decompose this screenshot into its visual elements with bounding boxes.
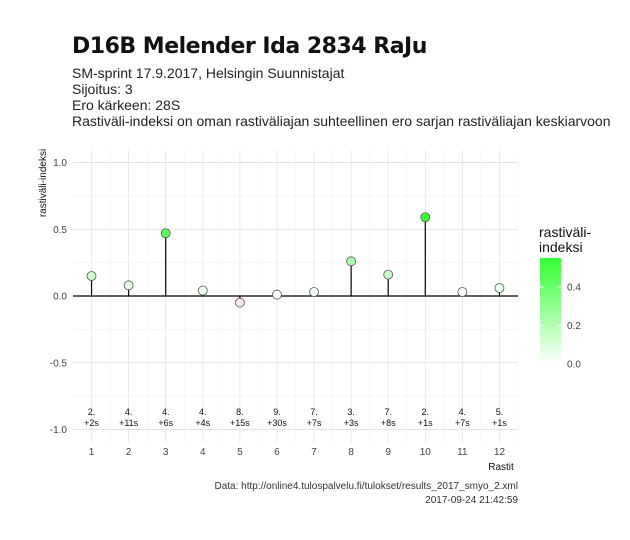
rank-label: 4. bbox=[125, 407, 133, 417]
y-axis-ticks: -1.0 -0.5 0.0 0.5 1.0 bbox=[50, 158, 68, 436]
data-source: Data: http://online4.tulospalvelu.fi/tul… bbox=[214, 481, 518, 492]
x-tick-label: 1 bbox=[89, 447, 95, 458]
y-tick-label: 0.5 bbox=[53, 225, 67, 236]
data-point bbox=[160, 228, 171, 239]
color-legend: rastiväli- indeksi 0.0 0.2 0.4 bbox=[539, 224, 591, 371]
rank-annotations: 2.+2s4.+11s4.+6s4.+4s8.+15s9.+30s7.+7s3.… bbox=[84, 407, 507, 428]
y-tick-label: 1.0 bbox=[53, 158, 67, 169]
rank-label: 7. bbox=[310, 407, 318, 417]
x-tick-label: 11 bbox=[457, 447, 468, 458]
y-axis-title: rastiväli-indeksi bbox=[38, 149, 49, 217]
diff-label: +4s bbox=[195, 418, 210, 428]
data-points bbox=[86, 212, 505, 308]
legend-tick-label: 0.4 bbox=[567, 282, 581, 293]
x-tick-label: 6 bbox=[274, 447, 280, 458]
legend-color-bar bbox=[540, 258, 561, 364]
x-tick-label: 4 bbox=[200, 447, 206, 458]
diff-label: +7s bbox=[307, 418, 322, 428]
data-point bbox=[197, 285, 208, 296]
subtitle-event: SM-sprint 17.9.2017, Helsingin Suunnista… bbox=[72, 65, 345, 81]
data-point bbox=[383, 269, 394, 280]
x-tick-label: 3 bbox=[163, 447, 169, 458]
x-tick-label: 8 bbox=[348, 447, 354, 458]
rank-label: 4. bbox=[459, 407, 467, 417]
chart-title: D16B Melender Ida 2834 RaJu bbox=[72, 34, 427, 59]
data-point bbox=[123, 280, 134, 291]
rank-label: 4. bbox=[162, 407, 170, 417]
subtitle-gap: Ero kärkeen: 28S bbox=[72, 97, 181, 113]
x-tick-label: 9 bbox=[385, 447, 391, 458]
data-point bbox=[494, 283, 505, 293]
rank-label: 9. bbox=[273, 407, 281, 417]
rank-label: 4. bbox=[199, 407, 207, 417]
x-tick-label: 12 bbox=[494, 447, 506, 458]
data-point bbox=[86, 271, 97, 281]
x-tick-label: 10 bbox=[420, 447, 432, 458]
diff-label: +3s bbox=[344, 418, 359, 428]
x-tick-label: 7 bbox=[311, 447, 317, 458]
legend-title-line1: rastiväli- bbox=[539, 224, 591, 240]
diff-label: +7s bbox=[455, 418, 470, 428]
rank-label: 3. bbox=[347, 407, 355, 417]
subtitle-rank: Sijoitus: 3 bbox=[72, 81, 133, 97]
rank-label: 5. bbox=[496, 407, 504, 417]
rank-label: 2. bbox=[88, 407, 96, 417]
diff-label: +8s bbox=[381, 418, 396, 428]
x-axis-ticks: 1 2 3 4 5 6 7 8 9 10 11 12 bbox=[89, 447, 506, 458]
x-tick-label: 5 bbox=[237, 447, 243, 458]
legend-title-line2: indeksi bbox=[539, 239, 583, 255]
rank-label: 7. bbox=[384, 407, 392, 417]
legend-tick-label: 0.2 bbox=[567, 321, 581, 332]
diff-label: +6s bbox=[158, 418, 173, 428]
diff-label: +1s bbox=[492, 418, 507, 428]
data-point bbox=[346, 256, 357, 267]
y-tick-label: -1.0 bbox=[50, 425, 68, 436]
y-tick-label: 0.0 bbox=[53, 292, 67, 303]
diff-label: +11s bbox=[119, 418, 139, 428]
y-tick-label: -0.5 bbox=[50, 358, 68, 369]
data-point bbox=[272, 289, 282, 300]
rank-label: 8. bbox=[236, 407, 244, 417]
data-point bbox=[420, 212, 431, 223]
data-point bbox=[457, 287, 468, 297]
legend-tick-label: 0.0 bbox=[567, 360, 581, 371]
timestamp: 2017-09-24 21:42:59 bbox=[425, 495, 518, 506]
data-point bbox=[234, 297, 245, 308]
diff-label: +15s bbox=[230, 418, 250, 428]
rank-label: 2. bbox=[422, 407, 430, 417]
diff-label: +1s bbox=[418, 418, 433, 428]
data-point bbox=[309, 287, 319, 297]
diff-label: +2s bbox=[84, 418, 99, 428]
diff-label: +30s bbox=[267, 418, 287, 428]
x-axis-title: Rastit bbox=[488, 462, 514, 473]
x-tick-label: 2 bbox=[126, 447, 132, 458]
subtitle-description: Rastiväli-indeksi on oman rastiväliajan … bbox=[72, 113, 611, 129]
